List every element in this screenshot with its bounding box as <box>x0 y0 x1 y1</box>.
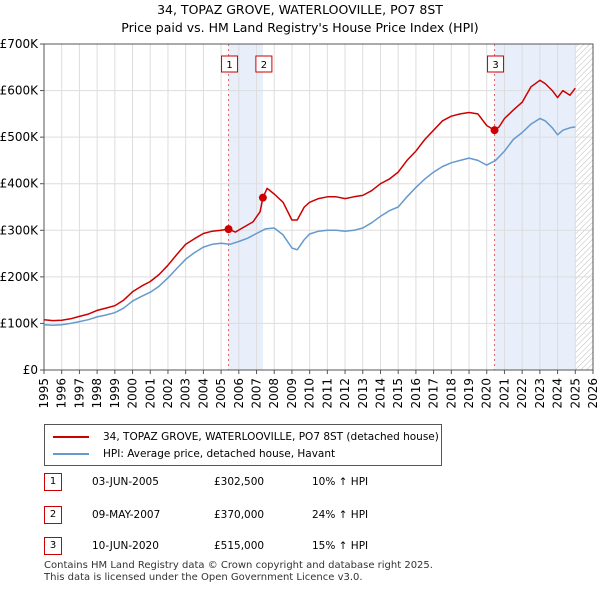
y-tick-label: £600K <box>0 84 39 98</box>
series-lines <box>44 79 576 327</box>
x-tick-label: 2012 <box>338 378 352 409</box>
x-tick-label: 2007 <box>250 378 264 409</box>
x-tick-label: 2020 <box>480 378 494 409</box>
sale-price: £370,000 <box>214 509 265 521</box>
sale-hpi-diff: 10% ↑ HPI <box>312 476 369 488</box>
x-tick-label: 2017 <box>427 378 441 409</box>
x-tick-label: 2008 <box>267 378 281 409</box>
x-tick-label: 2026 <box>586 378 600 409</box>
sale-date: 09-MAY-2007 <box>92 509 161 521</box>
sale-date: 10-JUN-2020 <box>92 540 159 552</box>
x-tick-label: 2024 <box>551 378 565 409</box>
x-tick-label: 2010 <box>303 378 317 409</box>
sale-markers: 1 2 3 <box>221 55 505 234</box>
sale-number-badge: 1 <box>44 473 62 491</box>
x-tick-label: 1995 <box>37 378 51 409</box>
x-tick-label: 2002 <box>161 378 175 409</box>
x-tick-label: 2004 <box>196 378 210 409</box>
sale-number-badge: 2 <box>44 506 62 524</box>
sale-label-text: 2 <box>261 60 267 71</box>
x-tick-label: 1997 <box>72 378 86 409</box>
x-tick-label: 2000 <box>126 378 140 409</box>
x-tick-label: 2013 <box>356 378 370 409</box>
x-tick-label: 2014 <box>373 378 387 409</box>
x-tick-label: 2016 <box>409 378 423 409</box>
y-tick-label: £200K <box>0 270 39 284</box>
x-tick-label: 2025 <box>568 378 582 409</box>
price-chart: 34, TOPAZ GROVE, WATERLOOVILLE, PO7 8ST … <box>0 2 600 409</box>
legend-swatch-hpi <box>53 453 89 455</box>
x-tick-label: 2022 <box>515 378 529 409</box>
sale-point <box>490 126 499 135</box>
x-tick-label: 1996 <box>55 378 69 409</box>
sale-point <box>224 225 233 234</box>
y-tick-label: £500K <box>0 130 39 144</box>
x-tick-label: 2001 <box>143 378 157 409</box>
plot-frame <box>43 43 594 371</box>
x-tick-label: 2003 <box>179 378 193 409</box>
x-tick-label: 2015 <box>391 378 405 409</box>
shaded-periods <box>228 44 593 370</box>
x-tick-label: 2009 <box>285 378 299 409</box>
x-tick-label: 2023 <box>533 378 547 409</box>
y-tick-label: £100K <box>0 316 39 330</box>
sale-label-text: 3 <box>492 60 498 71</box>
x-tick-label: 1998 <box>90 378 104 409</box>
series-line-hpi <box>44 117 576 327</box>
chart-title: 34, TOPAZ GROVE, WATERLOOVILLE, PO7 8ST <box>157 2 443 17</box>
x-tick-label: 2011 <box>320 378 334 409</box>
sale-point <box>258 193 267 202</box>
sale-label-box <box>255 55 273 73</box>
footer-line-copyright: Contains HM Land Registry data © Crown c… <box>44 560 433 571</box>
y-tick-label: £0 <box>23 363 38 377</box>
sale-hpi-diff: 24% ↑ HPI <box>312 509 369 521</box>
footer-line-licence: This data is licensed under the Open Gov… <box>44 572 363 583</box>
sale-hpi-diff: 15% ↑ HPI <box>312 540 369 552</box>
shaded-period <box>494 44 576 370</box>
forecast-hatch <box>575 44 593 370</box>
x-tick-label: 2018 <box>444 378 458 409</box>
sale-price: £515,000 <box>214 540 265 552</box>
chart-subtitle: Price paid vs. HM Land Registry's House … <box>121 20 478 35</box>
x-tick-label: 2005 <box>214 378 228 409</box>
sale-label-box <box>487 55 505 73</box>
footer-attribution: Contains HM Land Registry data © Crown c… <box>44 560 433 584</box>
x-tick-label: 2019 <box>462 378 476 409</box>
y-tick-label: £300K <box>0 223 39 237</box>
legend-swatch-property <box>53 436 89 438</box>
x-tick-label: 1999 <box>108 378 122 409</box>
y-tick-label: £700K <box>0 37 39 51</box>
legend-label-property: 34, TOPAZ GROVE, WATERLOOVILLE, PO7 8ST … <box>103 431 439 443</box>
shaded-period <box>228 44 263 370</box>
series-line-property <box>44 79 576 322</box>
sale-price: £302,500 <box>214 476 265 488</box>
sale-date: 03-JUN-2005 <box>92 476 159 488</box>
x-tick-label: 2021 <box>497 378 511 409</box>
sale-number-badge: 3 <box>44 537 62 555</box>
y-tick-label: £400K <box>0 177 39 191</box>
axes: £0 £100K £200K £300K £400K £500K £600K £700K 199… <box>0 37 600 409</box>
sale-label-box <box>221 55 239 73</box>
legend: 34, TOPAZ GROVE, WATERLOOVILLE, PO7 8ST … <box>44 424 442 466</box>
sale-label-text: 1 <box>226 60 232 71</box>
legend-label-hpi: HPI: Average price, detached house, Hava… <box>103 448 336 460</box>
x-tick-label: 2006 <box>232 378 246 409</box>
